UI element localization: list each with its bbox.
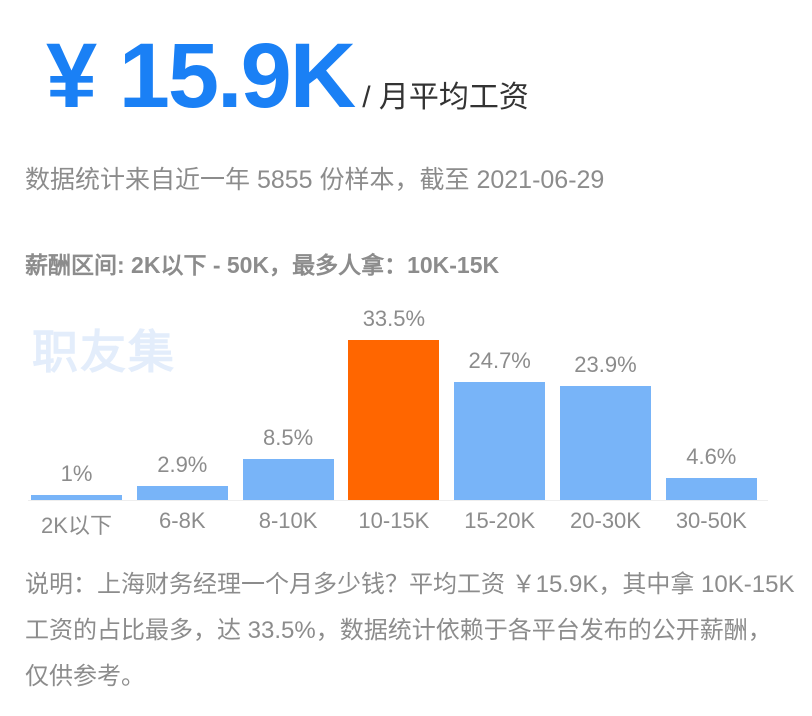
- category-label: 30-50K: [675, 508, 747, 533]
- bar-value-label: 2.9%: [157, 452, 208, 478]
- bar-10-15K: [348, 340, 440, 500]
- bar-2K以下: [31, 495, 122, 500]
- bar-value-label: 23.9%: [574, 351, 637, 377]
- bar-value-label: 33.5%: [362, 306, 426, 331]
- bar-value-label: 24.7%: [468, 348, 531, 374]
- watermark-logo: 职友集: [32, 326, 176, 378]
- chart-baseline: [28, 500, 768, 501]
- bar-value-label: 4.6%: [686, 444, 737, 470]
- description-note: 说明：上海财务经理一个月多少钱？平均工资 ￥15.9K，其中拿 10K-15K …: [25, 571, 795, 690]
- salary-headline: ¥ 15.9K / 月平均工资: [46, 30, 529, 122]
- category-label: 10-15K: [358, 508, 430, 533]
- category-label: 20-30K: [570, 508, 641, 533]
- salary-unit: / 月平均工资: [362, 81, 529, 114]
- bar-8-10K: [242, 459, 334, 500]
- category-label: 15-20K: [464, 508, 536, 533]
- category-label: 8-10K: [258, 508, 318, 533]
- sample-info: 数据统计来自近一年 5855 份样本，截至 2021-06-29: [25, 166, 605, 194]
- salary-distribution-chart: 1% 2K以下 2.9% 6-8K 8.5% 8-10K 33.5% 10-15K 24.7% 1…: [0, 300, 812, 540]
- bar-30-50K: [665, 478, 757, 500]
- bar-6-8K: [136, 486, 228, 500]
- category-label: 6-8K: [159, 508, 206, 533]
- bar-value-label: 1%: [60, 461, 93, 487]
- bar-value-label: 8.5%: [263, 425, 314, 451]
- bar-15-20K: [454, 382, 546, 500]
- salary-range: 薪酬区间: 2K以下 - 50K，最多人拿：10K-15K: [25, 252, 500, 278]
- category-label: 2K以下: [41, 513, 112, 538]
- bar-20-30K: [560, 385, 651, 500]
- average-salary: ¥ 15.9K: [46, 25, 356, 127]
